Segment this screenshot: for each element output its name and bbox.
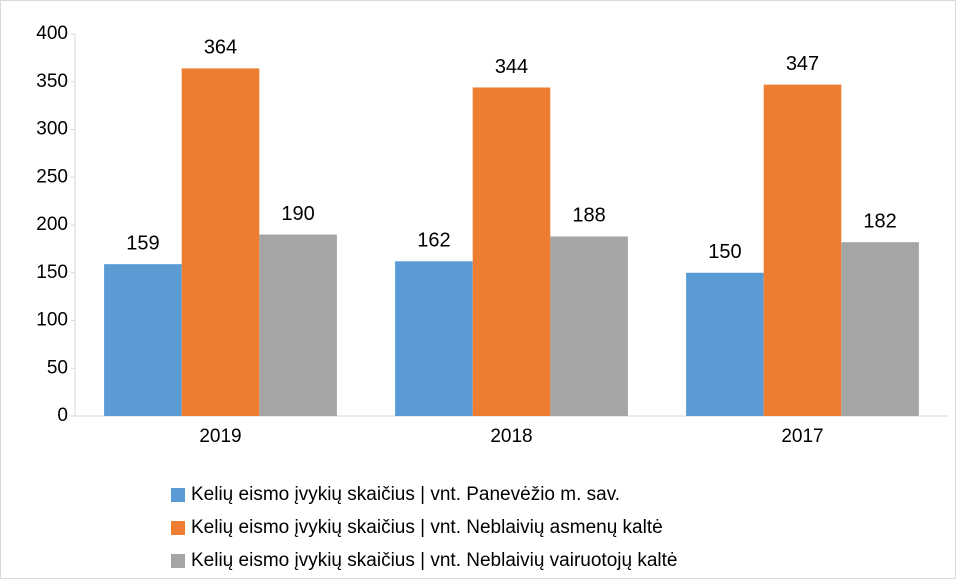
y-tick-label: 300 — [36, 119, 68, 140]
bar — [550, 236, 628, 416]
data-label: 162 — [417, 230, 450, 252]
x-tick-label: 2019 — [199, 426, 241, 447]
data-label: 150 — [708, 241, 741, 263]
bar — [472, 87, 551, 416]
y-tick-label: 250 — [36, 166, 68, 187]
bar — [181, 68, 260, 416]
bar — [259, 234, 337, 416]
legend-swatch — [171, 488, 185, 502]
data-label: 182 — [863, 210, 896, 232]
legend-label: Kelių eismo įvykių skaičius | vnt. Nebla… — [191, 517, 663, 538]
legend-label: Kelių eismo įvykių skaičius | vnt. Nebla… — [191, 550, 677, 571]
data-label: 347 — [786, 53, 819, 75]
bar — [395, 261, 473, 416]
x-tick-label: 2018 — [490, 426, 532, 447]
bar — [841, 242, 919, 416]
y-tick-label: 50 — [47, 357, 68, 378]
y-tick-label: 400 — [36, 23, 68, 44]
bar — [763, 84, 842, 417]
data-label: 364 — [204, 37, 237, 59]
legend-label: Kelių eismo įvykių skaičius | vnt. Panev… — [191, 484, 620, 505]
y-tick-label: 350 — [36, 71, 68, 92]
data-label: 190 — [281, 203, 314, 225]
data-label: 188 — [572, 205, 605, 227]
legend-swatch — [171, 554, 185, 568]
legend-swatch — [171, 521, 185, 535]
y-tick-label: 0 — [57, 405, 68, 426]
y-tick-label: 150 — [36, 262, 68, 283]
bar — [686, 272, 764, 416]
x-tick-label: 2017 — [781, 426, 823, 447]
y-tick-label: 200 — [36, 214, 68, 235]
data-label: 344 — [495, 56, 528, 78]
data-label: 159 — [126, 232, 159, 254]
y-tick-label: 100 — [36, 310, 68, 331]
bar — [104, 264, 182, 416]
